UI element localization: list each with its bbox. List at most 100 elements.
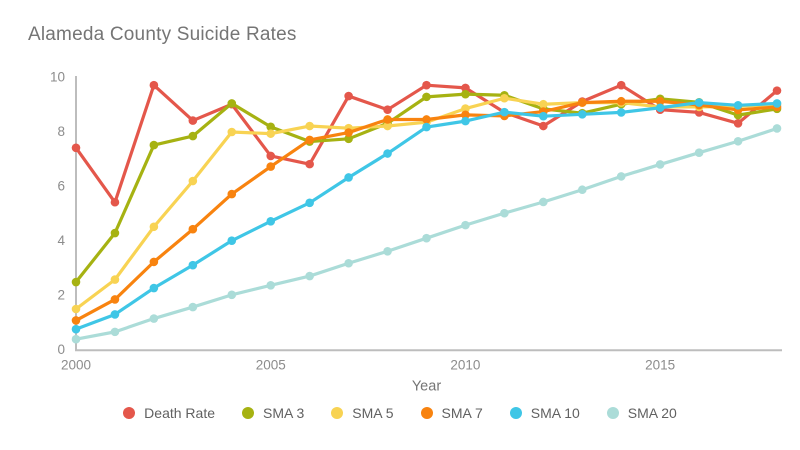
chart-title: Alameda County Suicide Rates <box>28 24 297 45</box>
data-point-sma-7 <box>71 316 81 325</box>
data-point-sma-3 <box>461 89 470 99</box>
data-point-sma-7 <box>227 189 237 199</box>
legend-item-sma-5[interactable]: SMA 5 <box>331 405 394 421</box>
data-point-sma-5 <box>188 176 198 186</box>
legend: Death Rate SMA 3 SMA 5 SMA 7 SMA 10 SMA 20 <box>0 405 800 421</box>
data-point-sma-20 <box>149 314 159 323</box>
legend-swatch <box>606 407 619 419</box>
legend-item-sma-3[interactable]: SMA 3 <box>242 405 304 421</box>
legend-item-sma-7[interactable]: SMA 7 <box>420 405 483 421</box>
series-line-sma-7 <box>74 99 779 323</box>
data-point-sma-3 <box>149 140 159 150</box>
data-point-sma-7 <box>188 224 198 234</box>
data-point-sma-20 <box>71 334 81 344</box>
legend-swatch <box>509 407 522 419</box>
data-point-sma-10 <box>71 324 81 334</box>
data-point-sma-10 <box>500 107 509 117</box>
data-point-sma-10 <box>305 198 314 208</box>
data-point-sma-7 <box>655 96 665 106</box>
data-point-sma-10 <box>733 101 743 110</box>
data-point-death-rate <box>733 118 743 128</box>
data-point-sma-5 <box>305 121 314 131</box>
data-point-sma-10 <box>616 108 626 117</box>
data-point-sma-20 <box>227 290 237 300</box>
x-tick-label: 2000 <box>61 357 91 372</box>
data-point-sma-5 <box>149 222 159 232</box>
series-line-sma-10 <box>74 100 779 331</box>
data-point-sma-10 <box>655 103 665 113</box>
data-point-sma-20 <box>772 124 782 133</box>
data-point-sma-20 <box>461 220 470 230</box>
data-point-sma-5 <box>461 104 470 113</box>
data-point-sma-7 <box>383 115 392 124</box>
data-point-sma-7 <box>305 135 314 145</box>
legend-label: SMA 20 <box>627 405 677 421</box>
y-tick-label: 4 <box>57 233 65 248</box>
data-point-death-rate <box>110 197 120 207</box>
data-point-sma-7 <box>149 257 159 267</box>
legend-label: Death Rate <box>144 405 215 421</box>
data-point-sma-5 <box>539 99 548 109</box>
y-tick-label: 8 <box>57 124 65 139</box>
legend-item-death-rate[interactable]: Death Rate <box>123 405 215 421</box>
data-point-sma-10 <box>772 99 782 108</box>
data-point-sma-3 <box>188 131 198 141</box>
data-point-death-rate <box>772 86 782 95</box>
data-point-sma-5 <box>227 127 237 137</box>
data-point-death-rate <box>383 105 392 114</box>
data-point-sma-10 <box>577 110 587 119</box>
data-point-sma-20 <box>655 160 665 169</box>
legend-label: SMA 7 <box>441 405 483 421</box>
data-point-sma-20 <box>500 208 509 218</box>
data-point-sma-5 <box>383 121 392 131</box>
data-point-death-rate <box>616 80 626 90</box>
data-point-sma-3 <box>227 99 237 108</box>
data-point-death-rate <box>188 116 198 125</box>
data-point-sma-10 <box>344 173 353 182</box>
data-point-sma-20 <box>616 172 626 181</box>
legend-swatch <box>123 407 136 419</box>
data-point-sma-10 <box>110 310 120 319</box>
data-point-sma-3 <box>71 277 81 287</box>
data-point-sma-20 <box>110 327 120 337</box>
data-point-sma-20 <box>422 233 431 243</box>
data-point-sma-10 <box>539 111 548 121</box>
data-point-sma-7 <box>344 128 353 137</box>
legend-label: SMA 5 <box>352 405 394 421</box>
data-point-sma-7 <box>616 96 626 106</box>
data-point-sma-7 <box>110 295 120 304</box>
data-point-sma-20 <box>539 197 548 207</box>
data-point-death-rate <box>71 143 81 153</box>
data-point-sma-5 <box>110 275 120 284</box>
data-point-sma-20 <box>305 271 314 281</box>
data-point-sma-3 <box>422 92 431 102</box>
y-tick-label: 2 <box>57 287 65 302</box>
data-point-death-rate <box>266 151 276 161</box>
data-point-sma-5 <box>500 93 509 103</box>
x-tick-label: 2005 <box>256 357 286 372</box>
legend-swatch <box>242 407 254 419</box>
data-point-sma-5 <box>71 304 81 314</box>
data-point-sma-10 <box>461 116 470 126</box>
legend-label: SMA 3 <box>263 405 305 421</box>
data-point-sma-7 <box>461 110 470 120</box>
data-point-sma-10 <box>383 149 392 158</box>
data-point-death-rate <box>422 80 431 90</box>
data-point-sma-7 <box>577 98 587 107</box>
series-line-sma-20 <box>74 126 779 341</box>
data-point-death-rate <box>149 80 159 90</box>
legend-item-sma-10[interactable]: SMA 10 <box>509 405 580 421</box>
legend-swatch <box>420 407 433 419</box>
data-point-sma-10 <box>149 283 159 293</box>
data-point-sma-20 <box>266 281 276 290</box>
data-point-sma-20 <box>733 136 743 146</box>
data-point-sma-3 <box>110 228 120 238</box>
legend-item-sma-20[interactable]: SMA 20 <box>606 405 677 421</box>
data-point-death-rate <box>305 159 314 169</box>
data-point-death-rate <box>344 91 353 101</box>
data-point-sma-20 <box>188 302 198 312</box>
data-point-sma-10 <box>422 122 431 132</box>
data-point-sma-5 <box>266 129 276 138</box>
